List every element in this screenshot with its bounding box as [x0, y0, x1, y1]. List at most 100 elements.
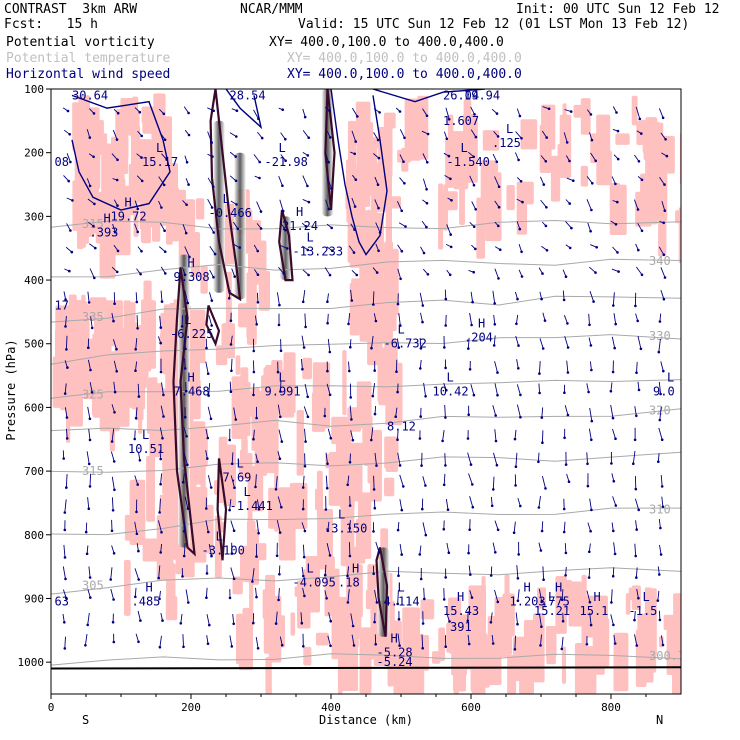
high-marker: H [104, 211, 111, 225]
wind-vector [137, 610, 141, 621]
wind-vector-head [184, 389, 188, 393]
wind-vector [564, 543, 567, 553]
wind-vector-head [561, 619, 565, 623]
wind-vector-head [374, 319, 378, 323]
wind-vector-head [498, 248, 502, 251]
wind-vector-head [539, 549, 543, 552]
wind-vector-head [418, 553, 422, 556]
wind-vector-head [377, 249, 380, 253]
extremum-value-label: 7.69 [223, 471, 252, 485]
shading-cell [367, 415, 373, 484]
wind-vector-head [610, 462, 613, 465]
wind-vector [636, 588, 639, 599]
wind-vector-head [160, 206, 163, 209]
wind-vector-head [545, 136, 548, 139]
wind-vector [373, 132, 379, 141]
wind-vector-head [65, 486, 68, 489]
wind-vector-head [92, 155, 95, 159]
wind-vector [112, 223, 116, 233]
wind-vector-head [116, 111, 120, 115]
shading-cell [131, 109, 140, 178]
wind-vector [279, 381, 282, 392]
wind-vector-head [496, 371, 499, 374]
wind-vector-head [92, 224, 95, 228]
wind-vector [278, 175, 283, 186]
wind-vector-head [326, 300, 329, 304]
end-label-south: S [82, 713, 89, 727]
wind-vector [561, 637, 564, 649]
shading-cell [275, 615, 285, 648]
theta-contour [51, 408, 681, 432]
wind-vector [589, 132, 593, 141]
shading-cell [290, 612, 296, 636]
wind-vector-head [373, 412, 377, 416]
wind-vector-head [497, 185, 501, 189]
wind-vector-head [306, 395, 310, 399]
wind-vector [135, 292, 138, 303]
shading-cell [131, 345, 146, 410]
wind-vector [158, 176, 165, 186]
wind-vector-head [328, 554, 332, 557]
wind-vector [279, 636, 283, 646]
theta-contour-label: 315 [82, 217, 104, 231]
wind-vector-head [329, 619, 333, 623]
wind-vector-head [160, 300, 164, 303]
wind-vector-head [662, 297, 666, 301]
shading-cell [650, 588, 657, 657]
wind-vector [516, 565, 519, 579]
wind-vector [515, 335, 519, 346]
wind-vector-head [206, 457, 209, 460]
wind-vector-head [84, 530, 88, 534]
extremum-value-label: -13.233 [293, 244, 344, 258]
y-axis-title: Pressure (hPa) [4, 339, 18, 440]
wind-vector [539, 338, 544, 349]
shading-cell [124, 560, 131, 616]
shading-cell [109, 158, 125, 224]
extremum-value-label: 30.64 [72, 88, 108, 102]
wind-vector [207, 198, 213, 208]
low-marker: L [237, 457, 244, 471]
shading-cell [613, 632, 629, 692]
wind-vector [66, 428, 68, 439]
wind-vector [301, 522, 306, 532]
wind-vector-head [470, 323, 473, 327]
wind-vector [304, 428, 307, 442]
wind-vector-head [213, 252, 217, 256]
wind-vector [88, 566, 91, 578]
wind-vector-head [450, 199, 453, 202]
wind-vector-head [472, 393, 476, 397]
wind-vector-head [88, 184, 92, 188]
wind-vector-head [544, 224, 548, 228]
shading-cell [385, 448, 398, 472]
wind-vector-head [400, 553, 404, 556]
wind-vector-head [469, 463, 473, 466]
wind-vector [419, 292, 424, 306]
wind-vector-head [663, 209, 667, 212]
wind-vector-head [163, 229, 166, 232]
wind-vector-head [586, 484, 590, 488]
shading-cell [147, 187, 158, 228]
extremum-value-label: -6.732 [384, 337, 427, 351]
shading-cell [374, 162, 392, 212]
wind-vector-head [70, 250, 74, 254]
low-marker: L [461, 141, 468, 155]
wind-vector-head [158, 645, 162, 649]
wind-vector-head [614, 182, 617, 186]
wind-vector [349, 453, 351, 463]
shading-cell [340, 479, 355, 509]
wind-vector-head [489, 621, 493, 624]
wind-vector-head [612, 623, 615, 627]
wind-vector-head [589, 113, 593, 116]
wind-vector [494, 429, 497, 442]
wind-vector-head [564, 574, 567, 577]
wind-vector-head [395, 370, 398, 374]
wind-vector-head [238, 246, 241, 249]
wind-vector [136, 543, 139, 552]
wind-vector [613, 634, 616, 644]
wind-vector-head [590, 438, 593, 442]
wind-vector-head [376, 138, 380, 142]
wind-vector-head [496, 600, 500, 604]
wind-vector-head [280, 643, 284, 647]
wind-vector-head [184, 231, 188, 235]
wind-vector-head [207, 394, 210, 397]
